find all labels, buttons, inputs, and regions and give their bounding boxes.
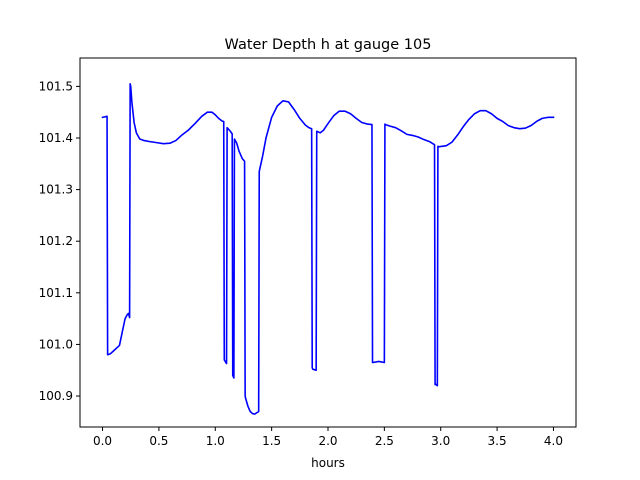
y-tick-label: 101.3 — [39, 183, 73, 197]
y-tick-label: 101.5 — [39, 79, 73, 93]
x-tick-label: 0.5 — [149, 434, 168, 448]
series-line-0 — [101, 83, 555, 415]
x-axis-label: hours — [311, 456, 345, 470]
x-tick-label: 2.5 — [375, 434, 394, 448]
x-tick-label: 2.0 — [318, 434, 337, 448]
y-tick-label: 101.2 — [39, 234, 73, 248]
y-axis-ticks: 100.9 101.0 101.1 101.2 101.3 101.4 101.5 — [39, 79, 80, 403]
x-axis-ticks: 0.0 0.5 1.0 1.5 2.0 2.5 3.0 3.5 4.0 — [93, 427, 563, 448]
x-tick-label: 3.5 — [488, 434, 507, 448]
x-tick-label: 1.5 — [262, 434, 281, 448]
x-tick-label: 1.0 — [206, 434, 225, 448]
y-tick-label: 101.4 — [39, 131, 73, 145]
x-tick-label: 3.0 — [431, 434, 450, 448]
x-tick-label: 4.0 — [544, 434, 563, 448]
x-tick-label: 0.0 — [93, 434, 112, 448]
chart-title: Water Depth h at gauge 105 — [225, 37, 432, 53]
y-tick-label: 101.1 — [39, 286, 73, 300]
y-tick-label: 100.9 — [39, 389, 73, 403]
y-tick-label: 101.0 — [39, 337, 73, 351]
